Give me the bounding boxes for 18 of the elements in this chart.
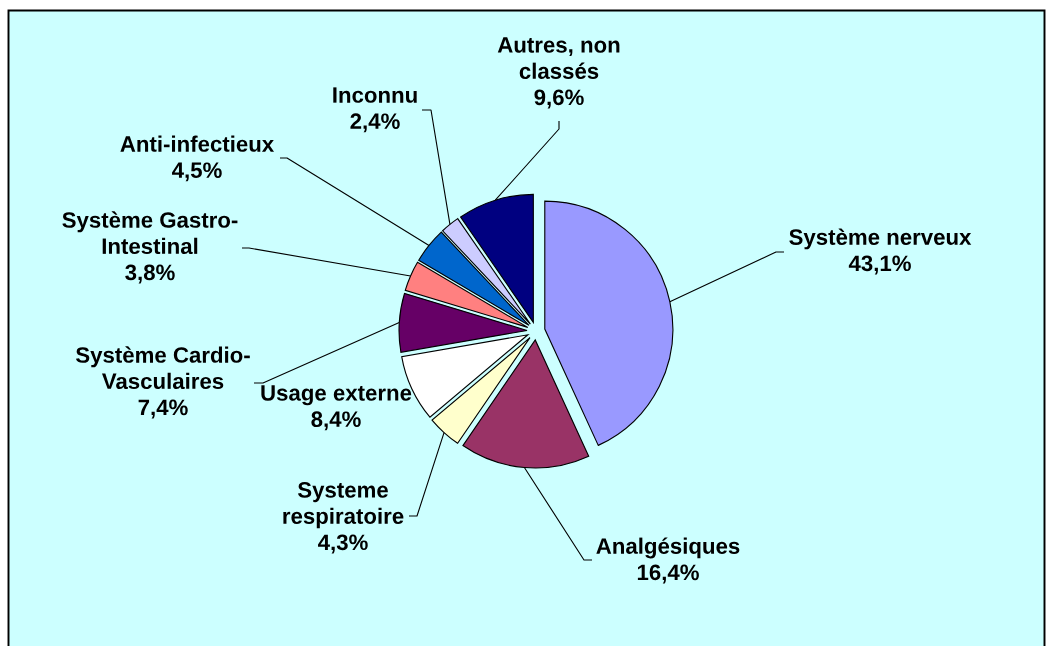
data-label: 4,5% <box>172 162 222 182</box>
slice-label: Système Cardio- Vasculaires <box>75 346 250 390</box>
slice-label: Anti-infectieux <box>120 135 275 152</box>
data-label: 4,3% <box>318 534 368 554</box>
data-label: 2,4% <box>350 113 400 133</box>
data-label: 8,4% <box>311 411 361 431</box>
data-label: 3,8% <box>125 264 175 284</box>
slice-label: Inconnu <box>333 87 417 103</box>
data-label: 16,4% <box>637 564 699 584</box>
data-label: 43,1% <box>848 255 911 275</box>
slice-label: Usage externe <box>261 385 412 406</box>
data-label: 7,4% <box>138 399 188 419</box>
slice-label: Système nerveux <box>789 228 972 250</box>
slice-label: Système Gastro- Intestinal <box>62 211 238 255</box>
slice-label: Analgésiques <box>596 537 740 559</box>
slice-label: Autres, non classés <box>497 37 620 79</box>
slice-label: Systeme respiratoire <box>283 482 404 529</box>
data-label: 9,6% <box>534 89 584 109</box>
